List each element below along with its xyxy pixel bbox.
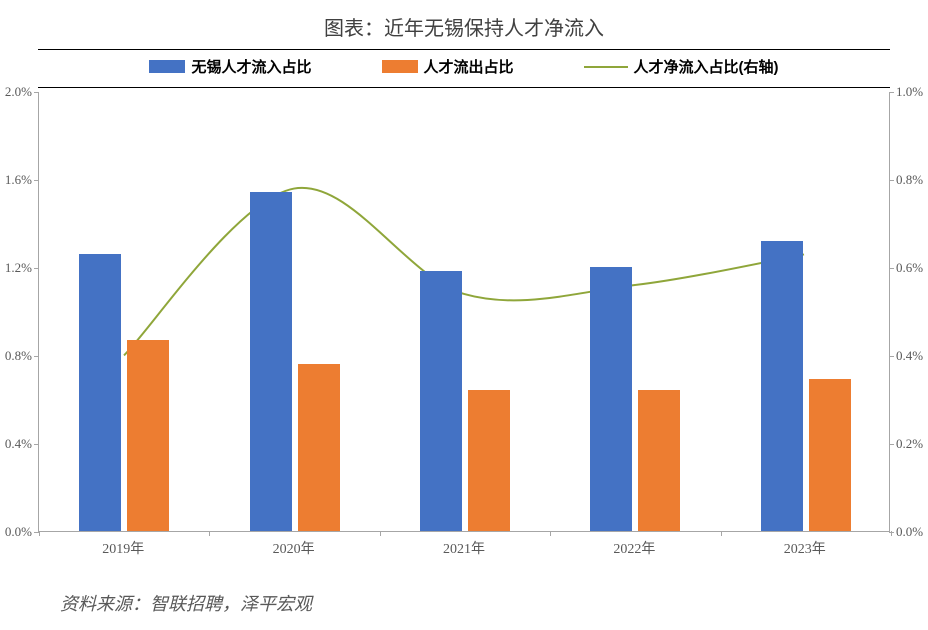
ytick-left: 0.0%	[0, 524, 32, 540]
bar-inflow	[79, 254, 121, 531]
bar-outflow	[809, 379, 851, 531]
legend-label-net: 人才净流入占比(右轴)	[634, 56, 779, 77]
legend: 无锡人才流入占比 人才流出占比 人才净流入占比(右轴)	[38, 49, 890, 88]
ytick-left: 1.6%	[0, 172, 32, 188]
ytick-left: 2.0%	[0, 84, 32, 100]
x-category-label: 2023年	[784, 538, 826, 558]
ytick-left: 0.4%	[0, 436, 32, 452]
plot-inner	[38, 92, 890, 532]
ytick-right: 0.4%	[896, 348, 928, 364]
x-category-label: 2021年	[443, 538, 485, 558]
legend-line-net	[584, 66, 628, 68]
legend-label-outflow: 人才流出占比	[424, 56, 514, 77]
legend-swatch-inflow	[149, 60, 185, 73]
bar-outflow	[298, 364, 340, 531]
bar-inflow	[420, 271, 462, 531]
ytick-right: 0.2%	[896, 436, 928, 452]
legend-item-net: 人才净流入占比(右轴)	[584, 56, 779, 77]
ytick-right: 0.6%	[896, 260, 928, 276]
ytick-right: 0.0%	[896, 524, 928, 540]
chart-title: 图表：近年无锡保持人才净流入	[0, 0, 928, 49]
bar-outflow	[638, 390, 680, 531]
y-axis-left: 0.0%0.4%0.8%1.2%1.6%2.0%	[0, 92, 38, 532]
source-text: 资料来源：智联招聘，泽平宏观	[60, 590, 928, 616]
ytick-right: 1.0%	[896, 84, 928, 100]
net-line-path	[124, 188, 804, 356]
bar-inflow	[250, 192, 292, 531]
legend-label-inflow: 无锡人才流入占比	[191, 56, 311, 77]
bar-inflow	[761, 241, 803, 531]
bar-inflow	[590, 267, 632, 531]
y-axis-right: 0.0%0.2%0.4%0.6%0.8%1.0%	[890, 92, 928, 532]
ytick-left: 1.2%	[0, 260, 32, 276]
x-category-label: 2019年	[102, 538, 144, 558]
ytick-right: 0.8%	[896, 172, 928, 188]
plot-area: 0.0%0.4%0.8%1.2%1.6%2.0% 0.0%0.2%0.4%0.6…	[38, 92, 890, 566]
bar-outflow	[468, 390, 510, 531]
legend-item-outflow: 人才流出占比	[382, 56, 514, 77]
x-category-label: 2022年	[613, 538, 655, 558]
ytick-left: 0.8%	[0, 348, 32, 364]
legend-item-inflow: 无锡人才流入占比	[149, 56, 311, 77]
x-category-label: 2020年	[273, 538, 315, 558]
bar-outflow	[127, 340, 169, 531]
x-axis-labels: 2019年 2020年 2021年 2022年 2023年	[38, 538, 890, 566]
legend-swatch-outflow	[382, 60, 418, 73]
